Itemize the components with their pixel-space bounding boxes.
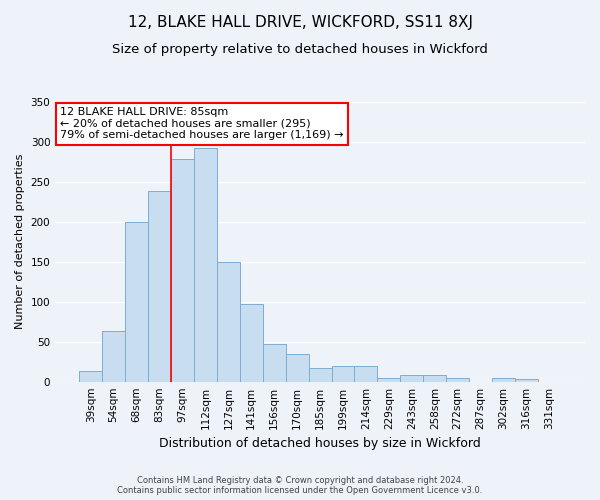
Bar [286,354,308,382]
Bar [263,344,286,382]
Bar [377,378,400,382]
Text: 12, BLAKE HALL DRIVE, WICKFORD, SS11 8XJ: 12, BLAKE HALL DRIVE, WICKFORD, SS11 8XJ [128,15,473,30]
Bar [492,378,515,382]
Bar [194,148,217,382]
Bar [171,159,194,382]
Bar [125,222,148,382]
Bar [355,366,377,382]
Bar [446,378,469,382]
Bar [148,191,171,382]
X-axis label: Distribution of detached houses by size in Wickford: Distribution of detached houses by size … [159,437,481,450]
Bar [400,376,423,382]
Bar [102,331,125,382]
Text: Size of property relative to detached houses in Wickford: Size of property relative to detached ho… [112,42,488,56]
Bar [423,376,446,382]
Bar [240,304,263,382]
Bar [515,380,538,382]
Bar [79,372,102,382]
Text: 12 BLAKE HALL DRIVE: 85sqm
← 20% of detached houses are smaller (295)
79% of sem: 12 BLAKE HALL DRIVE: 85sqm ← 20% of deta… [61,107,344,140]
Text: Contains HM Land Registry data © Crown copyright and database right 2024.
Contai: Contains HM Land Registry data © Crown c… [118,476,482,495]
Y-axis label: Number of detached properties: Number of detached properties [15,154,25,330]
Bar [308,368,332,382]
Bar [217,262,240,382]
Bar [332,366,355,382]
